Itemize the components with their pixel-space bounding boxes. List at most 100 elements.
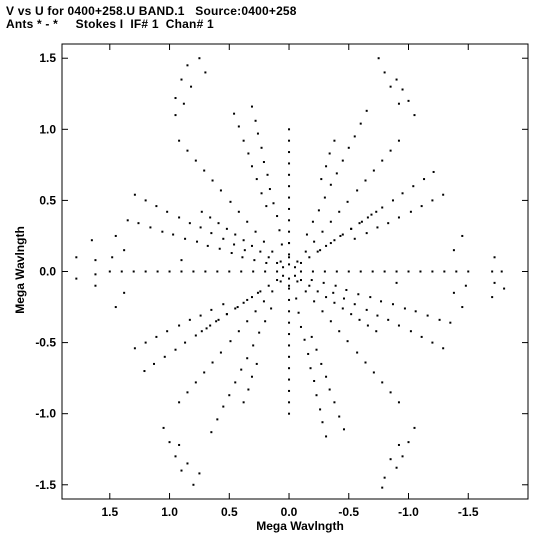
data-point [172, 233, 175, 236]
data-point [178, 216, 181, 219]
data-point [321, 421, 324, 424]
data-point [346, 200, 349, 203]
data-point [299, 261, 302, 264]
data-point [294, 266, 296, 269]
data-point [397, 139, 400, 142]
data-point [342, 297, 345, 300]
chart-title-line-2: Ants * - * Stokes I IF# 1 Chan# 1 [6, 17, 214, 31]
data-point [178, 139, 181, 142]
data-point [353, 237, 356, 240]
data-point [228, 270, 231, 273]
data-point [467, 270, 470, 273]
data-point [200, 210, 203, 213]
data-point [222, 303, 225, 306]
data-point [308, 256, 311, 259]
data-point [288, 162, 291, 165]
data-point [353, 135, 356, 138]
data-point [452, 291, 455, 294]
data-point [288, 344, 291, 347]
data-point [156, 270, 159, 273]
data-point [262, 300, 265, 303]
data-point [307, 352, 310, 355]
x-tick-label: 1.0 [161, 505, 178, 519]
data-point [288, 310, 291, 313]
y-tick-label: 0.5 [39, 193, 56, 207]
data-point [123, 291, 126, 294]
data-point [94, 273, 97, 276]
x-tick-label: 1.5 [101, 505, 118, 519]
data-point [268, 188, 271, 191]
data-point [174, 455, 177, 458]
data-point [389, 149, 392, 152]
data-point [409, 330, 412, 333]
data-point [333, 401, 336, 404]
data-point [412, 185, 415, 188]
data-point [397, 443, 400, 446]
data-point [395, 270, 398, 273]
data-point [211, 361, 214, 364]
data-point [365, 308, 368, 311]
data-point [365, 109, 368, 112]
data-point [120, 270, 123, 273]
data-point [178, 324, 181, 327]
data-point [192, 270, 195, 273]
data-point [194, 159, 197, 162]
data-point [357, 293, 360, 296]
data-point [383, 270, 386, 273]
data-point [381, 159, 384, 162]
data-point [186, 64, 189, 67]
data-point [182, 102, 185, 105]
data-point [365, 232, 368, 235]
data-point [253, 259, 256, 262]
data-point [461, 234, 464, 237]
data-point [114, 234, 117, 237]
data-point [304, 290, 307, 293]
data-point [240, 368, 243, 371]
data-point [335, 172, 338, 175]
data-point [449, 321, 452, 324]
tick-labels: 1.5 1.0 0.5 0.0 -0.5 -1.0 -1.5 1.5 1.0 0.5 0.0 -0.5… [35, 51, 479, 519]
data-point [242, 239, 245, 242]
data-point [192, 483, 195, 486]
data-point [246, 220, 249, 223]
data-point [296, 260, 299, 263]
data-point [299, 325, 302, 328]
data-point [264, 320, 267, 323]
data-point [297, 311, 300, 314]
data-point [237, 125, 240, 128]
data-point [387, 222, 390, 225]
data-point [222, 405, 225, 408]
data-point [455, 270, 458, 273]
data-point [333, 139, 336, 142]
data-point [111, 256, 114, 259]
data-point [288, 378, 291, 381]
data-point [265, 261, 268, 264]
data-point [493, 256, 496, 259]
data-point [217, 318, 220, 321]
data-point [276, 279, 279, 282]
data-point [199, 226, 202, 229]
data-point [401, 192, 404, 195]
data-point [114, 306, 117, 309]
data-point [262, 161, 265, 164]
y-tick-label: 1.0 [39, 122, 56, 136]
y-tick-label: -0.5 [35, 336, 56, 350]
data-point [313, 379, 316, 382]
data-point [199, 314, 202, 317]
data-point [266, 173, 269, 176]
data-point [413, 426, 416, 429]
data-point [250, 105, 253, 108]
data-point [359, 270, 362, 273]
data-point [391, 199, 394, 202]
data-point [180, 78, 183, 81]
data-point [401, 88, 404, 91]
data-point [423, 178, 426, 181]
data-point [317, 209, 320, 212]
data-point [369, 296, 372, 299]
data-point [211, 179, 214, 182]
data-point [383, 476, 386, 479]
data-point [149, 226, 152, 229]
data-point [75, 256, 78, 259]
data-point [108, 270, 111, 273]
data-point [288, 242, 291, 245]
